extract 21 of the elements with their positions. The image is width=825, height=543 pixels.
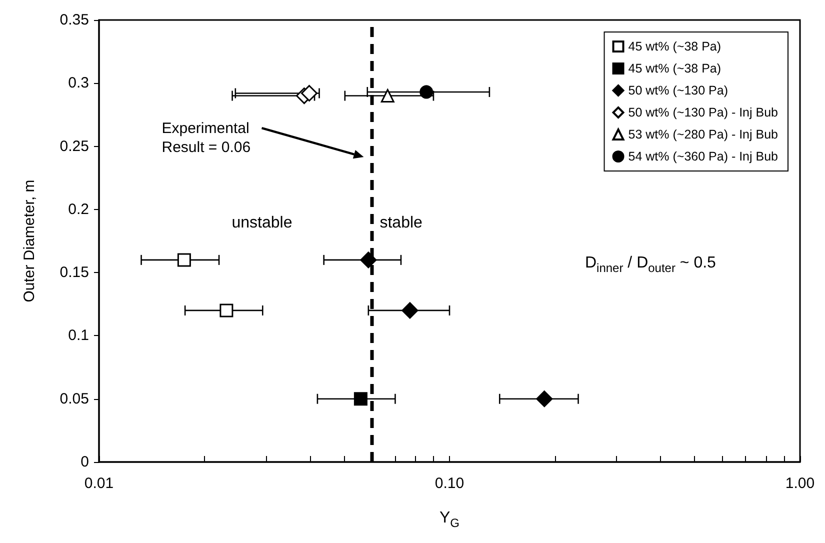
annotation: Experimental Result = 0.06 <box>162 120 251 156</box>
y-tick-label: 0.05 <box>60 390 89 408</box>
y-axis-title: Outer Diameter, m <box>21 180 38 302</box>
legend-label: 50 wt% (~130 Pa) - Inj Bub <box>628 106 778 120</box>
y-tick-label: 0.35 <box>60 12 89 28</box>
annotation: unstable <box>232 214 292 232</box>
legend-label: 50 wt% (~130 Pa) <box>628 84 728 98</box>
legend-label: 54 wt% (~360 Pa) - Inj Bub <box>628 150 778 164</box>
legend-label: 45 wt% (~38 Pa) <box>628 62 722 76</box>
x-tick-label: 0.01 <box>84 475 114 492</box>
x-tick-label: 1.00 <box>785 475 815 492</box>
y-tick-label: 0.15 <box>60 264 89 282</box>
legend-label: 45 wt% (~38 Pa) <box>628 40 722 54</box>
x-tick-label: 0.10 <box>434 475 464 492</box>
legend-label: 53 wt% (~280 Pa) - Inj Bub <box>628 128 778 142</box>
y-tick-label: 0.25 <box>60 138 89 155</box>
y-tick-label: 0.2 <box>68 200 89 218</box>
y-tick-label: 0.1 <box>68 327 89 344</box>
y-tick-label: 0.3 <box>68 74 89 92</box>
annotation: stable <box>380 214 423 232</box>
y-tick-label: 0 <box>80 454 89 470</box>
